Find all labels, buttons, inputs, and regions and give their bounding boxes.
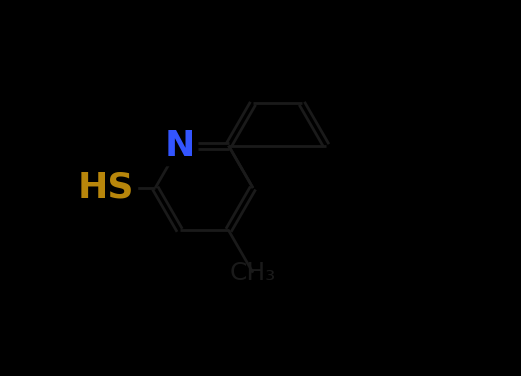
Text: N: N: [165, 129, 195, 163]
Text: CH₃: CH₃: [230, 261, 276, 285]
Text: HS: HS: [78, 171, 134, 205]
